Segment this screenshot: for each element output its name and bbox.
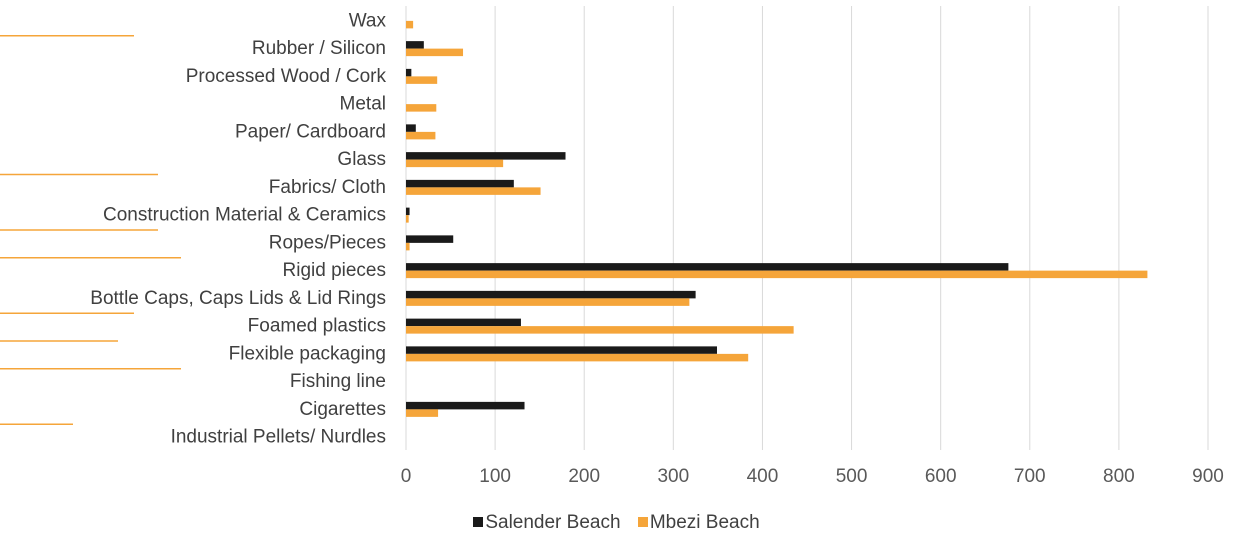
x-axis-tick-labels: 0 100 200 300 400 500 600 700 800 900 <box>401 466 1224 487</box>
legend-label-mbezi: Mbezi Beach <box>649 512 760 533</box>
x-tick-label: 200 <box>568 466 600 487</box>
category-label: Rigid pieces <box>283 260 387 281</box>
x-tick-label: 700 <box>1014 466 1046 487</box>
bar-mbezi <box>406 353 749 362</box>
category-label: Rubber / Silicon <box>252 38 386 59</box>
bar-salender <box>406 290 696 299</box>
x-tick-label: 600 <box>925 466 957 487</box>
x-tick-label: 400 <box>747 466 779 487</box>
category-label: Ropes/Pieces <box>269 232 386 253</box>
x-tick-label: 800 <box>1103 466 1135 487</box>
bar-salender <box>406 263 1009 271</box>
category-label: Metal <box>340 94 386 115</box>
bar-salender <box>406 207 410 216</box>
x-tick-label: 0 <box>401 466 412 487</box>
bar-mbezi <box>406 104 437 112</box>
bar-salender <box>406 152 566 160</box>
category-label: Glass <box>337 149 386 170</box>
category-label: Processed Wood / Cork <box>186 66 387 87</box>
bar-mbezi <box>406 187 541 195</box>
category-label: Flexible packaging <box>229 343 386 364</box>
bar-mbezi <box>406 215 409 223</box>
legend-swatch-mbezi <box>637 517 648 527</box>
legend: Salender Beach Mbezi Beach <box>0 512 1233 534</box>
bar-mbezi <box>406 270 1148 279</box>
category-label: Foamed plastics <box>248 316 386 337</box>
category-label: Paper/ Cardboard <box>235 121 386 142</box>
bar-mbezi <box>406 159 504 168</box>
legend-item-mbezi: Mbezi Beach <box>637 512 760 534</box>
bar-mbezi <box>406 131 436 140</box>
bar-mbezi <box>406 242 410 251</box>
bar-salender <box>406 318 521 327</box>
category-label: Fishing line <box>290 371 386 392</box>
legend-item-salender: Salender Beach <box>473 512 621 534</box>
bar-salender <box>406 179 514 188</box>
x-tick-label: 500 <box>836 466 868 487</box>
legend-label-salender: Salender Beach <box>485 512 621 533</box>
bar-mbezi <box>406 48 464 57</box>
category-label: Cigarettes <box>299 399 386 420</box>
decorative-lines <box>0 35 181 425</box>
bar-salender <box>406 124 416 132</box>
bar-salender <box>406 346 717 354</box>
bar-salender <box>406 235 454 243</box>
bar-salender <box>406 68 412 77</box>
bar-salender <box>406 401 525 410</box>
bar-mbezi <box>406 76 438 84</box>
category-labels: Wax Rubber / Silicon Processed Wood / Cork… <box>90 10 386 447</box>
bar-mbezi <box>406 20 414 29</box>
category-label: Construction Material & Ceramics <box>103 205 386 226</box>
category-label: Wax <box>349 10 387 31</box>
x-tick-label: 300 <box>657 466 689 487</box>
bar-mbezi <box>406 298 690 306</box>
bar-mbezi <box>406 409 439 417</box>
bar-salender <box>406 41 424 49</box>
category-label: Fabrics/ Cloth <box>269 177 386 198</box>
bars <box>406 20 1148 417</box>
category-label: Bottle Caps, Caps Lids & Lid Rings <box>90 288 386 309</box>
x-tick-label: 900 <box>1192 466 1224 487</box>
bar-mbezi <box>406 326 794 334</box>
category-label: Industrial Pellets/ Nurdles <box>171 427 386 448</box>
x-tick-label: 100 <box>479 466 511 487</box>
legend-swatch-salender <box>473 517 484 527</box>
gridlines <box>405 6 1209 450</box>
